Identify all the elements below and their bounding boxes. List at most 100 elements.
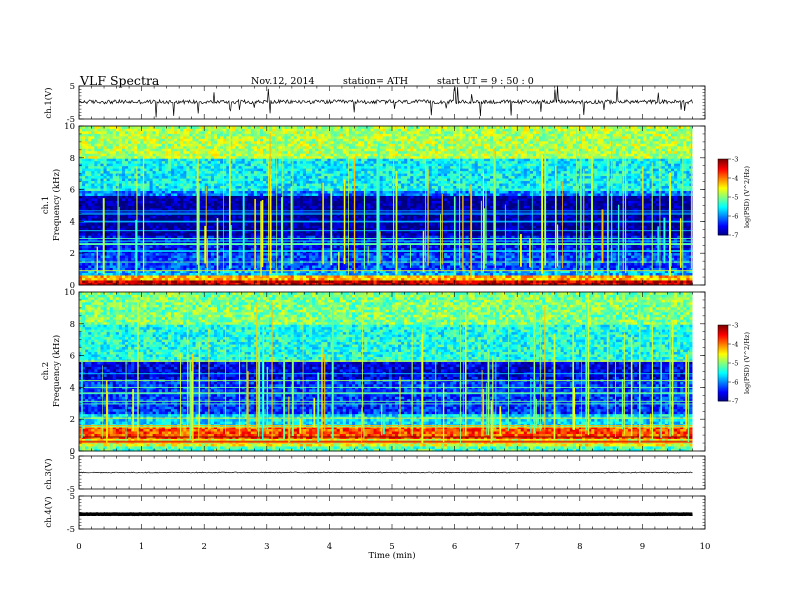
spectrogram-cell: [85, 273, 88, 276]
spectrogram-cell: [125, 275, 128, 278]
spectrogram-cell: [597, 273, 600, 276]
spectrogram-cell: [499, 275, 502, 278]
spectrogram-cell: [686, 278, 689, 281]
spectrogram-cell: [337, 273, 340, 276]
spectrogram-cell: [515, 278, 518, 281]
spectrogram-cell: [604, 275, 607, 278]
spectrogram-cell: [395, 280, 398, 283]
spectrogram-cell: [662, 278, 665, 281]
spectrogram-cell: [604, 280, 607, 283]
spectrogram-cell: [665, 273, 668, 276]
spectrogram-cell: [251, 273, 254, 276]
spectrogram-cell: [453, 275, 456, 278]
spectrogram-cell: [677, 275, 680, 278]
spectrogram-cell: [426, 278, 429, 281]
spectrogram-cell: [229, 278, 232, 281]
spectrogram-cell: [548, 275, 551, 278]
spectrogram-cell: [153, 273, 156, 276]
spectrogram-cell: [392, 275, 395, 278]
spectrogram-cell: [459, 278, 462, 281]
spectrogram-cell: [398, 280, 401, 283]
spectrogram-cell: [462, 278, 465, 281]
spectrogram-cell: [570, 273, 573, 276]
spectrogram-cell: [380, 273, 383, 276]
spectrogram-cell: [349, 273, 352, 276]
spectrogram-cell: [288, 278, 291, 281]
spectrogram-cell: [288, 280, 291, 283]
spectrogram-cell: [628, 280, 631, 283]
spectrogram-cell: [137, 278, 140, 281]
spectrogram-cell: [499, 273, 502, 276]
spectrogram-cell: [272, 273, 275, 276]
spectrogram-cell: [453, 278, 456, 281]
spectrogram-cell: [576, 280, 579, 283]
spectrogram-cell: [680, 278, 683, 281]
spectrogram-cell: [512, 278, 515, 281]
spectrogram-cell: [140, 278, 143, 281]
spectrogram-cell: [505, 280, 508, 283]
spectrogram-cell: [278, 280, 281, 283]
spectrogram-cell: [380, 280, 383, 283]
spectrogram-cell: [285, 275, 288, 278]
spectrogram-cell: [653, 273, 656, 276]
spectrogram-cell: [168, 275, 171, 278]
spectrogram-cell: [260, 278, 263, 281]
spectrogram-cell: [146, 275, 149, 278]
spectrogram-cell: [88, 278, 91, 281]
spectrogram-cell: [607, 278, 610, 281]
spectrogram-cell: [229, 273, 232, 276]
spectrogram-cell: [334, 275, 337, 278]
spectrogram-cell: [650, 278, 653, 281]
spectrogram-cell: [211, 280, 214, 283]
spectrogram-cell: [318, 278, 321, 281]
spectrogram-cell: [146, 273, 149, 276]
spectrogram-cell: [211, 278, 214, 281]
spectrogram-cell: [478, 280, 481, 283]
spectrogram-cell: [272, 280, 275, 283]
spectrogram-cell: [223, 280, 226, 283]
spectrogram-cell: [527, 280, 530, 283]
spectrogram-cell: [162, 280, 165, 283]
spectrogram-cell: [613, 280, 616, 283]
spectrogram-cell: [530, 280, 533, 283]
spectrogram-cell: [303, 278, 306, 281]
spectrogram-cell: [441, 275, 444, 278]
spectrogram-cell: [205, 280, 208, 283]
spectrogram-cell: [199, 278, 202, 281]
spectrogram-cell: [604, 278, 607, 281]
spectrogram-cell: [340, 280, 343, 283]
spectrogram-cell: [291, 278, 294, 281]
spectrogram-cell: [205, 273, 208, 276]
spectrogram-cell: [622, 278, 625, 281]
spectrogram-cell: [327, 278, 330, 281]
spectrogram-cell: [683, 278, 686, 281]
spectrogram-cell: [294, 280, 297, 283]
spectrogram-cell: [315, 273, 318, 276]
spectrogram-cell: [183, 275, 186, 278]
spectrogram-cell: [340, 278, 343, 281]
spectrogram-cell: [622, 273, 625, 276]
spectrogram-cell: [407, 275, 410, 278]
spectrogram-cell: [285, 280, 288, 283]
spectrogram-cell: [597, 280, 600, 283]
spectrogram-cell: [625, 280, 628, 283]
spectrogram-cell: [327, 273, 330, 276]
spectrogram-cell: [131, 278, 134, 281]
spectrogram-cell: [619, 278, 622, 281]
spectrogram-cell: [377, 280, 380, 283]
spectrogram-cell: [229, 280, 232, 283]
spectrogram-cell: [533, 280, 536, 283]
spectrogram-cell: [300, 278, 303, 281]
spectrogram-cell: [521, 278, 524, 281]
spectrogram-cell: [416, 278, 419, 281]
spectrogram-cell: [235, 275, 238, 278]
spectrogram-cell: [395, 275, 398, 278]
spectrogram-cell: [686, 280, 689, 283]
spectrogram-cell: [548, 278, 551, 281]
spectrogram-cell: [352, 275, 355, 278]
spectrogram-cell: [505, 278, 508, 281]
spectrogram-cell: [610, 275, 613, 278]
spectrogram-cell: [318, 273, 321, 276]
spectrogram-cell: [91, 275, 94, 278]
spectrogram-cell: [435, 273, 438, 276]
